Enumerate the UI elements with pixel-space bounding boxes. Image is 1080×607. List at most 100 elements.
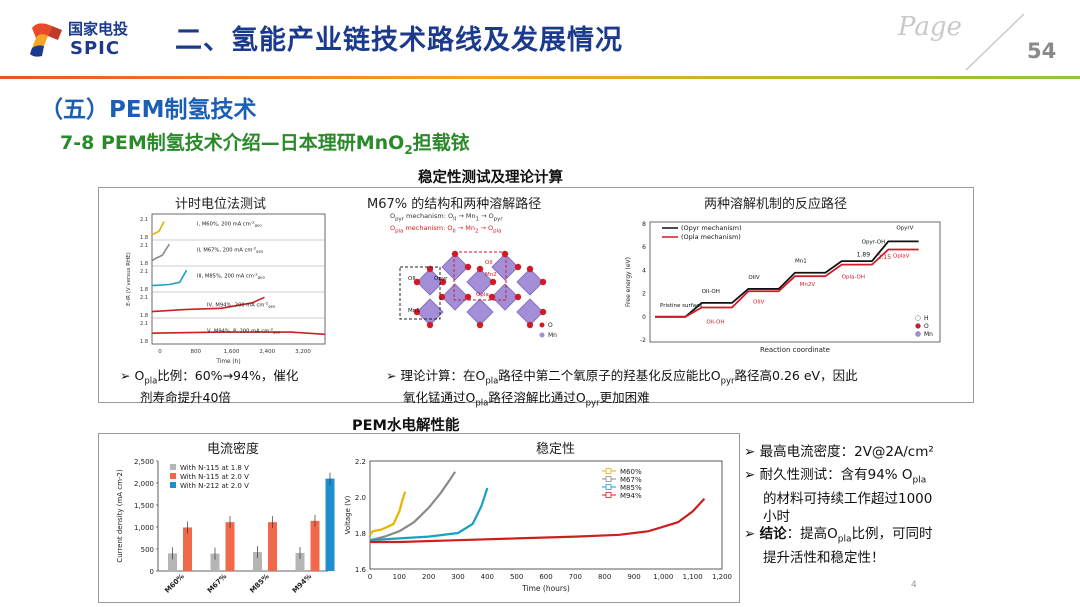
structure-title: M67% 的结构和两种溶解路径 [367, 197, 542, 212]
oxygen-atom [476, 321, 484, 329]
bar-legend-label: With N-212 at 2.0 V [180, 482, 249, 490]
stability-title: 稳定性 [536, 442, 576, 457]
energy-state-label: Mn2V [800, 282, 816, 288]
chrono-curve [151, 331, 326, 336]
mech-pyr-text: Opyr mechanism: OII → Mn1 → Opyr [390, 212, 503, 223]
energy-title: 两种溶解机制的反应路径 [704, 197, 848, 212]
energy-state-label: OIIV [748, 275, 760, 281]
bar-category-label: M67% [206, 572, 228, 594]
chrono-ytick: 2.1 [140, 217, 148, 223]
o-pla-box [453, 251, 507, 301]
line-series [369, 491, 407, 536]
energy-ytick: 2 [642, 291, 646, 298]
footer-slide-number: 4 [911, 580, 917, 590]
bar [253, 552, 262, 571]
line-ytick: 2.0 [355, 494, 366, 502]
chrono-ytick: 1.8 [140, 261, 148, 267]
line-xtick: 900 [627, 573, 640, 581]
structure-atom-label: Mn2 [485, 272, 497, 278]
chrono-curve-label: IV, M94%, 200 mA cm-2geo [207, 300, 276, 308]
mno-octahedron [466, 268, 494, 296]
mno-octahedron [466, 298, 494, 326]
annotation-2-15: 2.15 [878, 254, 892, 261]
page-number: 54 [1027, 39, 1057, 63]
top-panel [98, 187, 974, 403]
oxygen-atom [501, 250, 509, 258]
bar-category-label: M85% [248, 572, 270, 594]
line-ytick: 2.2 [355, 458, 366, 466]
energy-state-label: OII-OH [706, 320, 724, 326]
line-xtick: 800 [598, 573, 611, 581]
energy-ytick: 4 [642, 267, 646, 274]
bar [295, 552, 305, 571]
logo-english-text: SPIC [70, 38, 121, 59]
chrono-ytick: 1.8 [140, 339, 148, 345]
chrono-ylabel: E-iR (V versus RHE) [126, 252, 132, 306]
chrono-ytick: 1.8 [140, 287, 148, 293]
oxygen-atom [539, 278, 547, 286]
mno-octahedron [491, 253, 519, 281]
bar-ytick: 2,500 [134, 458, 154, 466]
right-bullet-current: ➢ 最高电流密度：2V@2A/cm² [744, 444, 934, 460]
legend-mn-label: Mn [548, 332, 557, 339]
energy-ytick: 0 [642, 314, 646, 321]
oxygen-atom [488, 293, 496, 301]
logo-chinese-text: 国家电投 [68, 20, 129, 38]
legend-o-label: O [548, 322, 553, 329]
line-xtick: 0 [368, 573, 372, 581]
oxygen-atom [539, 308, 547, 316]
chrono-xtick: 800 [191, 349, 202, 355]
line-legend-marker [605, 476, 612, 482]
energy-ytick: 8 [642, 221, 646, 228]
energy-legend-dot [915, 315, 921, 321]
line-series [369, 471, 456, 542]
energy-ytick: 6 [642, 244, 646, 251]
oxygen-atom [514, 263, 522, 271]
chrono-ytick: 2.1 [140, 321, 148, 327]
line-xtick: 200 [422, 573, 435, 581]
energy-state-label: OplaV [893, 254, 910, 260]
line-series [369, 487, 489, 542]
legend-pyr-text: (Opyr mechanism) [681, 224, 742, 232]
chrono-xtick: 3,200 [295, 349, 311, 355]
mno-octahedron [441, 253, 469, 281]
line-xtick: 1,200 [712, 573, 732, 581]
line-legend-marker [605, 468, 612, 474]
energy-pyr-path [655, 240, 919, 318]
slide-title: 二、氢能产业链技术路线及发展情况 [175, 25, 623, 56]
page-divider-slash [965, 13, 1025, 71]
page-label: Page [898, 12, 962, 42]
energy-state-label: OpyrV [896, 225, 913, 231]
legend-pla-text: (Opla mechanism) [681, 233, 741, 241]
structure-atom-label: Opyr [434, 276, 448, 282]
chrono-curve [151, 243, 170, 262]
line-legend-label: M67% [620, 476, 642, 484]
bar-ytick: 500 [141, 546, 154, 554]
line-xtick: 1,100 [683, 573, 703, 581]
chrono-xtick: 2,400 [259, 349, 275, 355]
energy-legend-label: O [924, 323, 929, 330]
mno-octahedron [441, 283, 469, 311]
energy-state-label: OII-OH [702, 289, 720, 295]
oxygen-atom [514, 293, 522, 301]
line-legend-label: M85% [620, 484, 642, 492]
current-density-chart: 0 500 1,000 1,500 2,000 2,500 Current density … [116, 458, 335, 595]
legend-o-dot [539, 322, 545, 328]
chrono-ytick: 2.1 [140, 243, 148, 249]
bar-legend-swatch [170, 464, 176, 470]
bar-category-label: M94% [291, 572, 313, 594]
line-ytick: 1.6 [355, 566, 367, 574]
oxygen-atom [413, 308, 421, 316]
energy-figure: 8 6 4 2 0 -2 Free energy (eV) Reaction coordina… [620, 212, 950, 362]
bar [225, 522, 235, 571]
section-subheading: 7-8 PEM制氢技术介绍—日本理研MnO2担载铱 [60, 132, 470, 157]
chrono-curve-label: III, M85%, 200 mA cm-2geo [197, 272, 265, 280]
line-xtick: 300 [451, 573, 464, 581]
chrono-curve [151, 269, 188, 287]
chrono-curve [151, 296, 265, 313]
energy-xlabel: Reaction coordinate [760, 346, 830, 354]
bar [168, 553, 177, 571]
line-frame [369, 460, 723, 570]
chrono-title: 计时电位法测试 [175, 197, 267, 212]
oxygen-atom [439, 278, 447, 286]
